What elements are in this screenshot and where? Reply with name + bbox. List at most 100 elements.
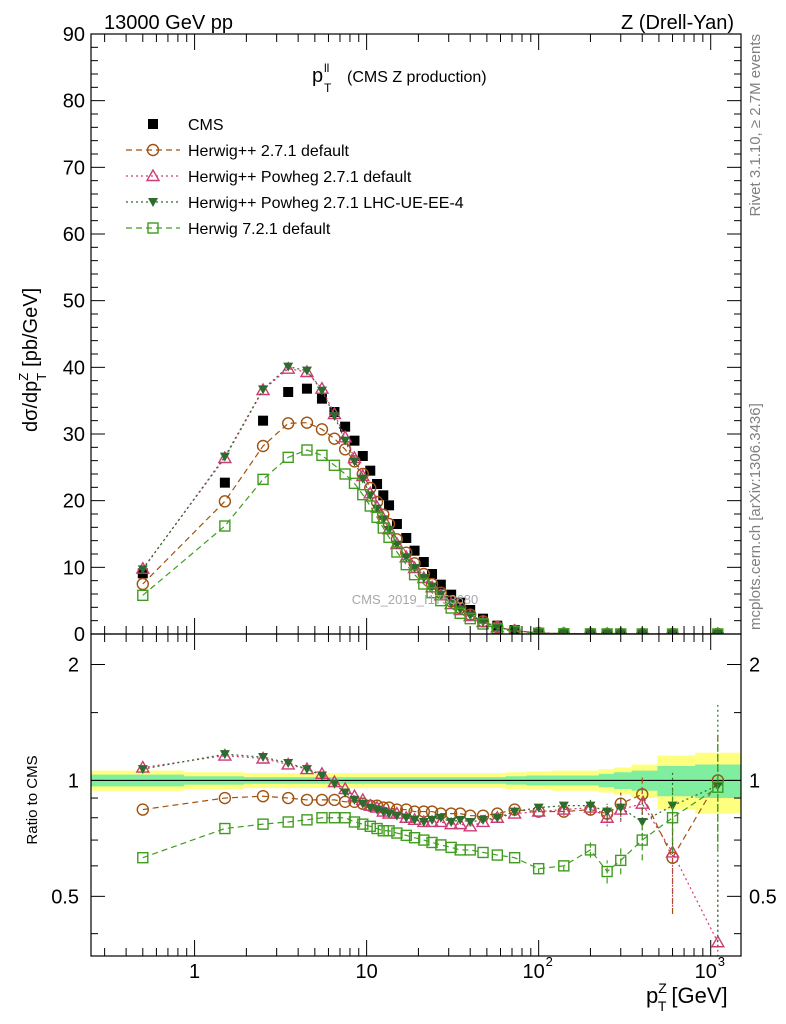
ratio-point <box>301 814 313 826</box>
legend-marker <box>148 198 158 207</box>
ratio-point <box>282 816 294 828</box>
x-tick-label: 1 <box>189 961 200 983</box>
ratio-point <box>533 803 544 813</box>
data-point <box>280 361 296 374</box>
legend-item: Herwig++ Powheg 2.7.1 default <box>126 168 412 186</box>
watermark: CMS_2019_I1753680 <box>352 592 479 607</box>
ratio-point <box>136 803 149 816</box>
data-point <box>401 533 412 543</box>
ratio-point <box>257 818 269 830</box>
data-point <box>328 432 341 445</box>
ratio-point <box>443 816 459 830</box>
ratio-point <box>219 822 231 835</box>
y-tick-label: 90 <box>63 24 85 46</box>
data-point <box>371 511 383 524</box>
ratio-point <box>455 815 466 825</box>
ratio-point <box>462 818 478 832</box>
x-tick-exponent: 3 <box>718 954 725 969</box>
ratio-point <box>283 758 294 768</box>
data-point <box>377 522 389 534</box>
ratio-point <box>435 813 446 823</box>
data-point <box>283 387 294 397</box>
ratio-point <box>400 829 412 842</box>
ratio-y-tick-label-right: 0.5 <box>749 886 777 908</box>
legend-item: Herwig 7.2.1 default <box>126 221 331 238</box>
ratio-point <box>637 817 648 827</box>
ratio-point <box>531 804 546 817</box>
legend-marker <box>147 222 159 234</box>
data-point <box>357 451 368 461</box>
ratio-point <box>384 809 395 819</box>
ratio-point <box>371 822 383 835</box>
data-point <box>258 385 269 395</box>
ratio-series-line <box>142 753 719 823</box>
data-point <box>712 629 723 634</box>
data-point <box>137 565 148 575</box>
ratio-point <box>478 815 489 825</box>
ratio-point <box>508 851 521 864</box>
ratio-point <box>348 816 361 828</box>
data-point <box>218 495 232 508</box>
data-point <box>378 490 389 501</box>
ylabel-b: [pb/GeV] <box>20 288 42 367</box>
legend: CMS Herwig++ 2.7.1 default Herwig++ Powheg… <box>126 117 464 238</box>
x-axis-label: pZ T [GeV] <box>646 980 728 1014</box>
ratio-point <box>281 791 295 805</box>
ratio-point <box>408 832 421 844</box>
xlabel-b: [GeV] <box>671 983 727 1008</box>
data-point <box>258 415 269 426</box>
data-point <box>384 500 395 511</box>
ratio-point <box>418 817 429 827</box>
ratio-point <box>446 817 457 827</box>
data-point <box>217 450 233 464</box>
x-tick-label: 10 <box>695 961 717 983</box>
ratio-point <box>315 793 329 807</box>
svg-text:pZT[GeV]: pZ T [GeV] <box>646 980 728 1014</box>
x-tick-label: 10 <box>523 961 545 983</box>
ratio-point <box>383 825 395 837</box>
title-sub: T <box>324 81 332 95</box>
data-point <box>316 393 327 404</box>
data-point <box>301 383 312 394</box>
legend-marker <box>148 119 158 129</box>
ratio-point <box>401 813 412 823</box>
ratio-point <box>712 781 724 793</box>
ratio-point <box>255 751 271 764</box>
y-tick-label: 60 <box>63 224 85 246</box>
data-point <box>426 586 438 599</box>
data-point <box>401 553 412 563</box>
ratio-point <box>492 813 503 823</box>
x-tick-label: 10 <box>355 961 377 983</box>
data-point <box>435 579 446 590</box>
data-point <box>433 587 449 601</box>
data-point <box>453 602 468 616</box>
data-point <box>340 421 351 432</box>
ratio-point <box>491 849 504 861</box>
data-point <box>409 545 420 556</box>
data-point <box>219 520 231 532</box>
ratio-point <box>137 765 148 775</box>
xlabel-sup: Z <box>658 980 667 996</box>
data-point <box>283 362 294 372</box>
ratio-y-tick-label: 2 <box>68 654 79 676</box>
ratio-point <box>391 811 402 821</box>
ratio-point <box>418 834 430 846</box>
data-point <box>328 459 341 472</box>
data-point <box>378 515 389 525</box>
ratio-point <box>509 807 520 817</box>
x-tick-exponent: 2 <box>546 954 553 969</box>
data-point <box>446 589 457 600</box>
ratio-point <box>665 845 680 858</box>
data-point <box>357 488 369 501</box>
ratio-series-3 <box>137 741 724 884</box>
ratio-y-label: Ratio to CMS <box>24 755 41 844</box>
data-point <box>462 608 478 622</box>
data-point <box>492 623 503 633</box>
ratio-point <box>710 934 726 948</box>
ratio-point <box>636 834 648 846</box>
ratio-point <box>340 788 351 798</box>
data-point <box>219 452 230 462</box>
ratio-point <box>349 795 360 805</box>
